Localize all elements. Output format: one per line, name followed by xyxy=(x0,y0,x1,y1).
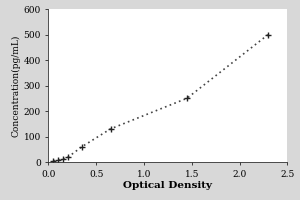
Y-axis label: Concentration(pg/mL): Concentration(pg/mL) xyxy=(12,34,21,137)
X-axis label: Optical Density: Optical Density xyxy=(123,181,212,190)
